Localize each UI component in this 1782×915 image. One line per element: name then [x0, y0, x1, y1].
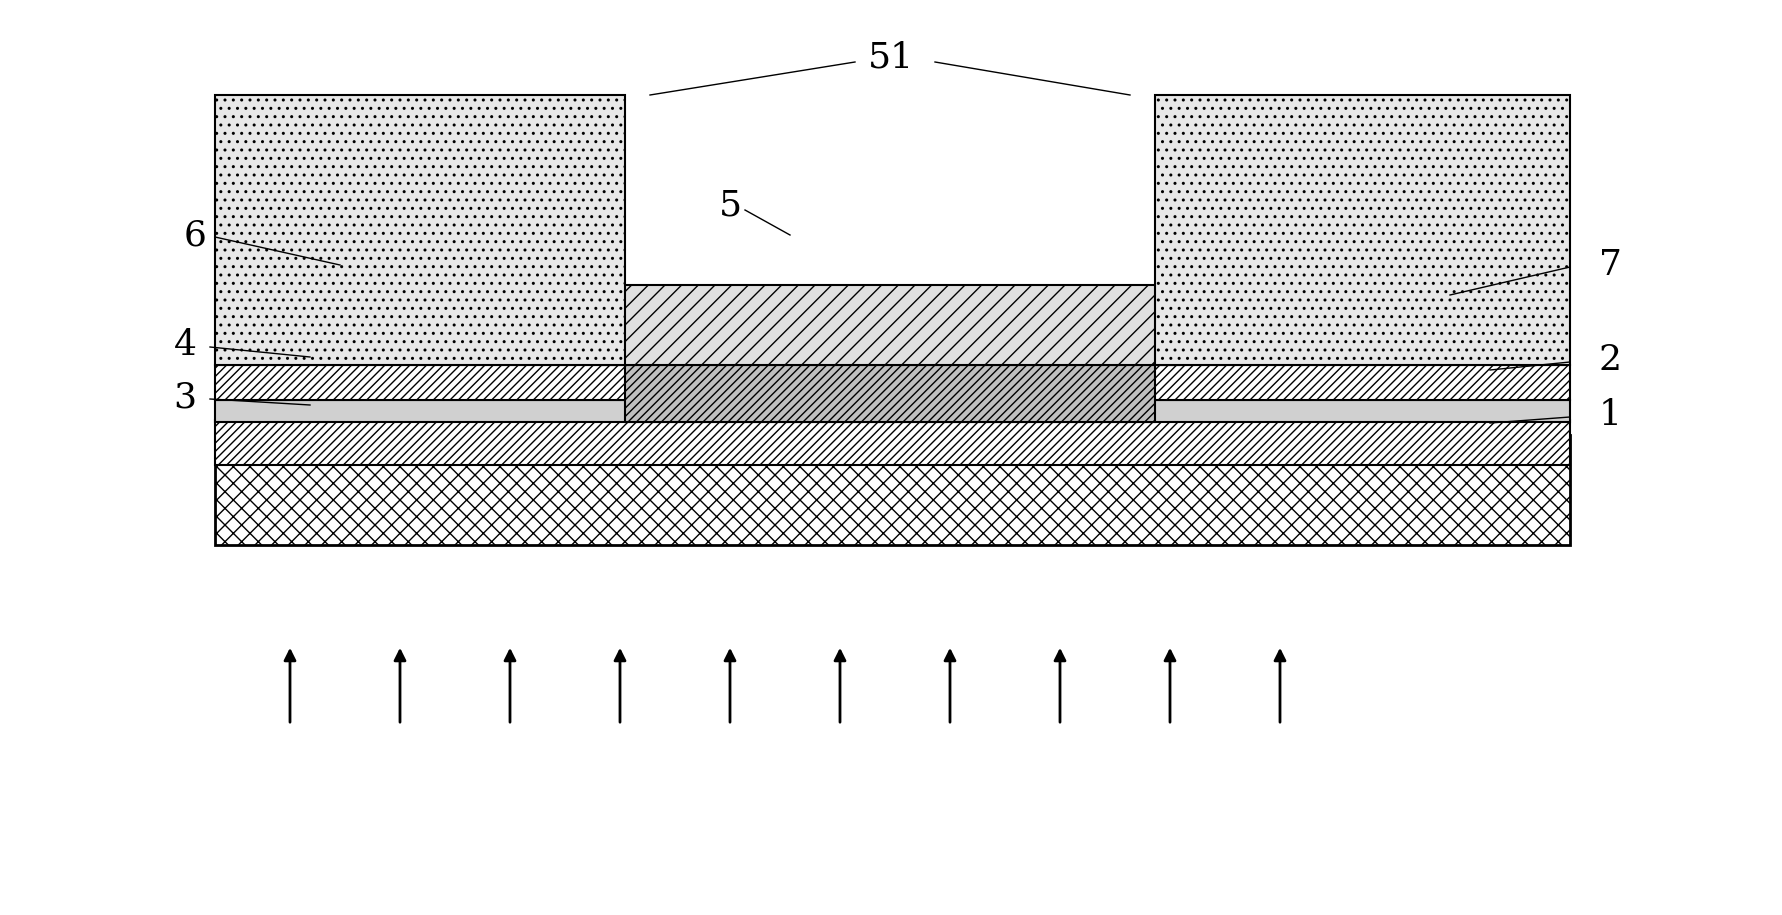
Text: 2: 2 [1598, 343, 1620, 377]
Bar [216, 400, 1570, 422]
Text: 4: 4 [173, 328, 196, 362]
Text: 6: 6 [184, 218, 207, 252]
Bar [1155, 95, 1570, 365]
Text: 3: 3 [173, 380, 196, 414]
Bar [216, 420, 1570, 465]
Text: 1: 1 [1598, 398, 1620, 432]
Bar [216, 365, 634, 400]
Text: 51: 51 [868, 40, 914, 74]
Text: 7: 7 [1598, 248, 1620, 282]
Bar [216, 435, 1570, 545]
Bar [601, 285, 1180, 365]
Bar [1149, 365, 1570, 400]
Bar [216, 95, 625, 365]
Bar [625, 365, 1155, 422]
Text: 5: 5 [718, 188, 741, 222]
